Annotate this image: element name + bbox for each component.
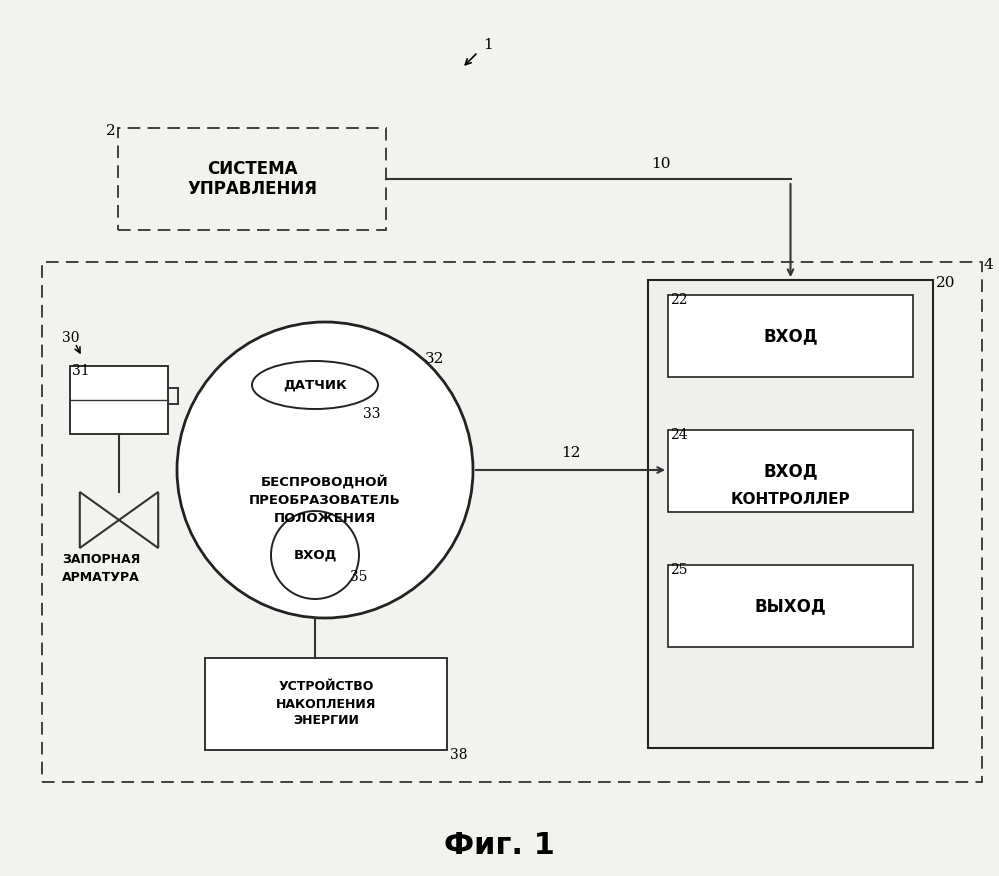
Text: ДАТЧИК: ДАТЧИК	[283, 378, 347, 392]
Text: ВХОД: ВХОД	[763, 327, 818, 345]
Bar	[205, 658, 447, 750]
Text: 35: 35	[350, 570, 368, 584]
Bar	[668, 565, 913, 647]
Text: ВЫХОД: ВЫХОД	[754, 597, 826, 615]
Text: УСТРОЙСТВО
НАКОПЛЕНИЯ
ЭНЕРГИИ: УСТРОЙСТВО НАКОПЛЕНИЯ ЭНЕРГИИ	[276, 681, 377, 727]
Text: БЕСПРОВОДНОЙ
ПРЕОБРАЗОВАТЕЛЬ
ПОЛОЖЕНИЯ: БЕСПРОВОДНОЙ ПРЕОБРАЗОВАТЕЛЬ ПОЛОЖЕНИЯ	[249, 475, 401, 525]
Text: 30: 30	[62, 331, 80, 345]
Text: 20: 20	[936, 276, 955, 290]
Text: СИСТЕМА
УПРАВЛЕНИЯ: СИСТЕМА УПРАВЛЕНИЯ	[187, 159, 317, 198]
Text: Фиг. 1: Фиг. 1	[445, 830, 554, 859]
Ellipse shape	[252, 361, 378, 409]
Circle shape	[177, 322, 473, 618]
Text: 1: 1	[483, 38, 493, 52]
Bar	[70, 366, 168, 434]
Bar	[648, 280, 933, 748]
Text: 38: 38	[450, 748, 468, 762]
Text: 33: 33	[363, 407, 381, 421]
Text: 2: 2	[106, 124, 116, 138]
Text: КОНТРОЛЛЕР: КОНТРОЛЛЕР	[730, 492, 850, 507]
Text: ЗАПОРНАЯ
АРМАТУРА: ЗАПОРНАЯ АРМАТУРА	[62, 553, 140, 584]
Bar	[668, 430, 913, 512]
Text: 32: 32	[425, 352, 445, 366]
Text: 22: 22	[670, 293, 687, 307]
Bar	[42, 262, 982, 782]
Text: 31: 31	[72, 364, 90, 378]
Bar	[668, 295, 913, 377]
Circle shape	[271, 511, 359, 599]
Text: 10: 10	[650, 157, 670, 171]
Bar	[118, 128, 386, 230]
Text: 25: 25	[670, 563, 687, 577]
Text: ВХОД: ВХОД	[763, 462, 818, 480]
Text: ВХОД: ВХОД	[294, 548, 337, 562]
Text: 24: 24	[670, 428, 687, 442]
Text: 12: 12	[560, 446, 580, 460]
Text: 4: 4	[984, 258, 994, 272]
